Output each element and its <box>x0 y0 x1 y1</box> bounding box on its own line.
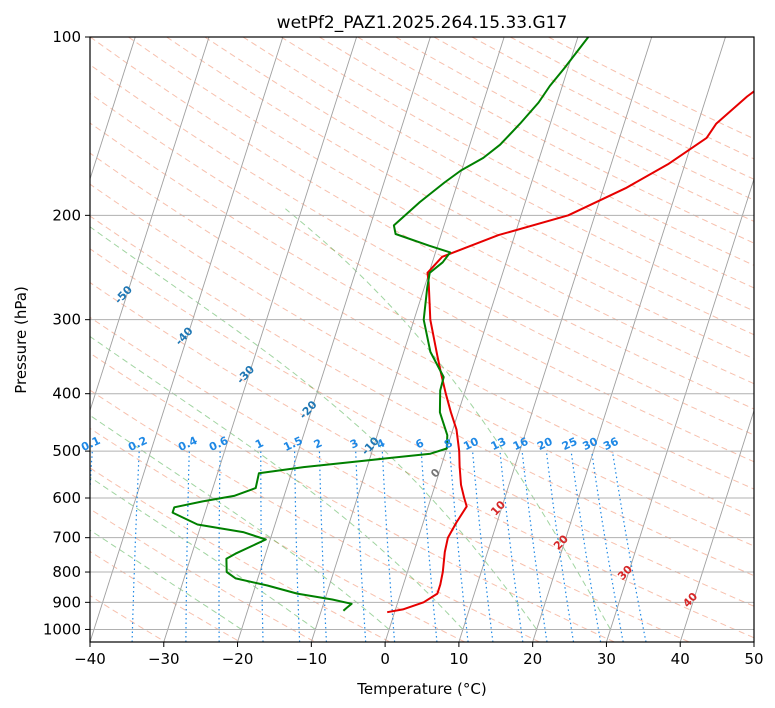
dry-adiabat <box>90 352 615 642</box>
mixing-ratio-label: 13 <box>489 435 508 453</box>
mixing-ratio-label: 36 <box>601 435 621 453</box>
moist-adiabat <box>90 335 464 630</box>
plot-area <box>90 37 754 642</box>
moist-adiabat <box>90 414 390 630</box>
background-lines <box>0 37 754 642</box>
y-tick-label: 700 <box>52 529 81 547</box>
x-tick-label: 30 <box>597 650 616 668</box>
mixing-ratio-line <box>381 451 396 642</box>
dewpoint-profile <box>171 37 590 612</box>
y-tick-label: 400 <box>52 385 81 403</box>
isotherm <box>90 37 136 181</box>
isotherm <box>90 37 210 412</box>
x-tick-label: −20 <box>222 650 254 668</box>
isotherm <box>310 37 505 642</box>
dry-adiabat <box>90 389 540 642</box>
mixing-ratio-line <box>185 451 190 642</box>
y-axis: 100 200 300 400 500 600 700 800 900 1000 <box>43 28 90 638</box>
isotherm <box>0 37 61 642</box>
plot-frame <box>89 36 755 643</box>
isotherm <box>237 37 431 642</box>
x-axis: −40 −30 −20 −10 0 10 20 30 40 50 <box>74 642 764 668</box>
mixing-ratio-line <box>355 451 367 642</box>
dry-adiabat <box>90 316 690 642</box>
isotherm <box>753 640 754 642</box>
mixing-ratio-line <box>591 451 624 642</box>
profile-lines <box>171 37 754 614</box>
mixing-ratio-label: 25 <box>560 435 579 453</box>
mixing-ratio-line <box>131 451 140 642</box>
isotherm <box>90 37 284 642</box>
mixing-ratio-label: 30 <box>580 435 600 453</box>
mixing-ratio-line <box>570 451 602 642</box>
x-tick-label: 20 <box>523 650 542 668</box>
dry-adiabat <box>90 508 316 642</box>
mixing-ratio-label: 20 <box>535 435 555 453</box>
y-tick-label: 500 <box>52 442 81 460</box>
x-tick-label: 40 <box>671 650 690 668</box>
moist-adiabat <box>90 476 316 630</box>
mixing-ratio-label: 16 <box>511 435 531 453</box>
isotherm <box>384 37 579 642</box>
y-tick-label: 600 <box>52 489 81 507</box>
mixing-ratio-line <box>521 451 548 642</box>
isotherm <box>458 37 653 642</box>
mixing-ratio-line <box>499 451 524 642</box>
x-tick-label: −40 <box>74 650 106 668</box>
y-tick-label: 900 <box>52 593 81 611</box>
mixing-ratio-line <box>449 451 469 642</box>
x-tick-label: 10 <box>449 650 468 668</box>
y-tick-label: 200 <box>52 206 81 224</box>
mixing-ratio-line <box>545 451 575 642</box>
dry-adiabat <box>90 467 391 642</box>
y-tick-label: 100 <box>52 28 81 46</box>
mixing-ratio-line <box>218 451 221 642</box>
mixing-ratio-line <box>611 451 647 642</box>
x-tick-label: −10 <box>296 650 328 668</box>
mixing-ratio-label: 10 <box>461 435 481 453</box>
isotherm <box>532 37 726 642</box>
y-tick-label: 1000 <box>43 620 81 638</box>
dry-adiabat <box>90 427 465 642</box>
y-tick-label: 800 <box>52 563 81 581</box>
mixing-ratio-line <box>420 451 438 642</box>
moist-adiabat <box>90 226 538 630</box>
dry-adiabat <box>90 248 754 607</box>
mixing-ratio-line <box>472 451 494 642</box>
y-tick-label: 300 <box>52 311 81 329</box>
y-axis-label: Pressure (hPa) <box>12 286 30 394</box>
x-axis-label: Temperature (°C) <box>356 680 486 698</box>
mixing-ratio-line <box>318 451 327 642</box>
x-tick-label: −30 <box>148 650 180 668</box>
moist-adiabat <box>285 208 611 630</box>
temperature-profile <box>387 90 754 614</box>
isotherm <box>163 37 358 642</box>
isotherm <box>606 177 754 642</box>
mixing-ratio-line <box>260 451 264 642</box>
mixing-ratio-line <box>294 451 301 642</box>
x-tick-label: 0 <box>380 650 390 668</box>
x-tick-label: 50 <box>744 650 763 668</box>
dry-adiabat <box>90 595 166 642</box>
dry-adiabat <box>90 215 754 577</box>
isotherm <box>679 409 754 642</box>
dry-adiabat <box>90 183 754 547</box>
chart-title: wetPf2_PAZ1.2025.264.15.33.G17 <box>277 13 568 33</box>
